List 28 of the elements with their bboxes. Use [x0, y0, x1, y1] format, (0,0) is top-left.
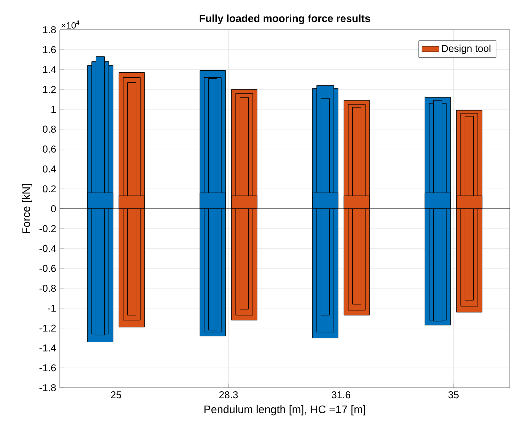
y-tick-label: -1.8: [40, 384, 56, 392]
y-tick-label: 0.4: [43, 166, 56, 173]
y-tick-label: 1.4: [43, 66, 56, 74]
y-tick-label: 1.2: [43, 86, 56, 94]
x-tick-label: 28.3: [220, 392, 238, 399]
x-tick-label: 31.6: [332, 392, 351, 399]
legend-label: Design tool: [442, 44, 491, 54]
y-tick-label: -0.6: [40, 265, 56, 272]
y-tick-label: -1.6: [40, 364, 56, 372]
y-tick-label: 0: [51, 205, 56, 213]
y-tick-label: -0.8: [40, 285, 56, 292]
text: ×10$^{4}$: [62, 20, 80, 29]
x-axis-title: Pendulum length [m], HC =17 [m]: [204, 405, 366, 416]
y-tick-label: 1.8: [43, 26, 56, 34]
y-tick-label: 1: [52, 106, 56, 113]
chart-title: Fully loaded mooring force results: [200, 14, 370, 24]
y-tick-label: -1: [48, 305, 56, 312]
y-tick-label: 0.8: [43, 126, 56, 133]
y-tick-label: 1.6: [43, 46, 56, 54]
y-tick-label: 0.6: [43, 146, 56, 153]
y-axis-title: Force [kN]: [22, 184, 32, 234]
x-tick-label: 35: [448, 392, 459, 399]
x-tick-label: 25: [111, 392, 122, 399]
y-tick-label: 0.2: [43, 186, 56, 193]
y-tick-label: -0.4: [40, 245, 56, 252]
y-tick-label: -1.2: [40, 324, 56, 332]
y-tick-label: -1.4: [40, 344, 56, 352]
y-tick-label: -0.2: [40, 225, 56, 232]
